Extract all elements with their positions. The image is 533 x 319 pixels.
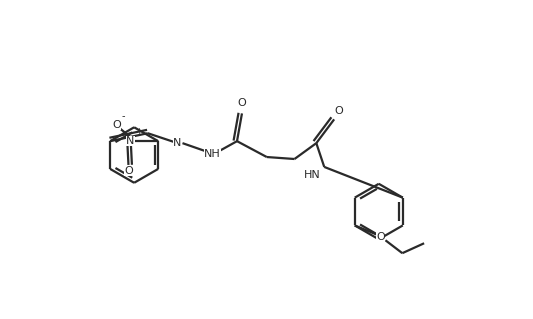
Text: O: O — [238, 99, 246, 108]
Text: O: O — [335, 107, 343, 116]
Text: O: O — [112, 120, 121, 130]
Text: -: - — [122, 111, 125, 121]
Text: N: N — [126, 136, 135, 146]
Text: O: O — [124, 166, 133, 176]
Text: O: O — [376, 232, 385, 242]
Text: HN: HN — [304, 170, 321, 180]
Text: NH: NH — [204, 149, 221, 159]
Text: +: + — [135, 127, 142, 136]
Text: N: N — [173, 138, 182, 148]
